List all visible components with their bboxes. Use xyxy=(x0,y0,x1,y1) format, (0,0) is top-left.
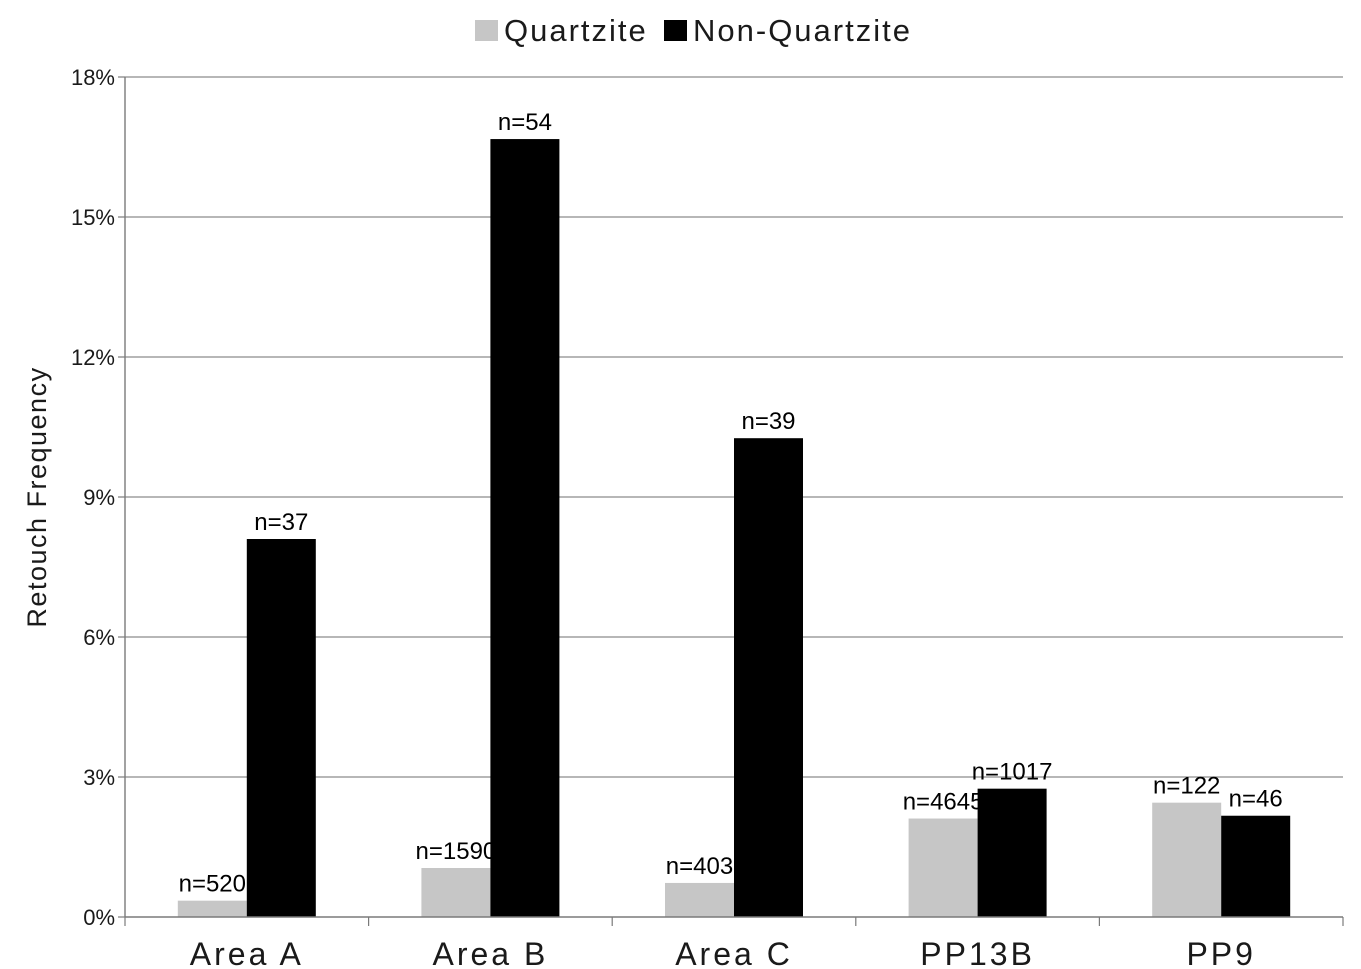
y-tick-label: 3% xyxy=(83,765,115,790)
x-axis-category-labels: Area A Area B Area C PP13B PP9 xyxy=(190,936,1255,969)
x-category-label: Area C xyxy=(675,936,793,969)
y-tick-label: 0% xyxy=(83,905,115,930)
y-tick-label: 18% xyxy=(71,65,115,90)
y-axis-ticks: 0% 3% 6% 9% 12% 15% 18% xyxy=(71,65,125,930)
y-tick-label: 15% xyxy=(71,205,115,230)
legend-swatch-quartzite xyxy=(475,20,498,41)
bar-quartzite-1 xyxy=(421,868,491,917)
y-tick-label: 12% xyxy=(71,345,115,370)
x-category-label: Area A xyxy=(190,936,304,969)
bar-data-label: n=520 xyxy=(179,871,246,898)
bar-quartzite-4 xyxy=(1152,802,1222,917)
bar-data-label: n=37 xyxy=(254,509,308,536)
bars: n=520 n=1590 n=403 n=4645 n=122 n=37 n=54 n=39 n… xyxy=(177,109,1291,918)
bar-data-label: n=1590 xyxy=(416,838,497,865)
y-axis-title: Retouch Frequency xyxy=(22,366,52,627)
y-tick-label: 9% xyxy=(83,485,115,510)
x-category-label: PP13B xyxy=(920,936,1035,969)
axes xyxy=(124,77,1344,926)
x-category-label: PP9 xyxy=(1186,936,1255,969)
bar-non-quartzite-1 xyxy=(490,139,560,918)
legend: Quartzite Non-Quartzite xyxy=(475,13,912,48)
bar-data-label: n=122 xyxy=(1153,773,1220,800)
legend-label: Non-Quartzite xyxy=(693,13,912,48)
bar-data-label: n=39 xyxy=(741,408,795,435)
bar-non-quartzite-2 xyxy=(734,438,803,917)
bar-data-label: n=46 xyxy=(1229,786,1283,813)
y-tick-label: 6% xyxy=(83,625,115,650)
bar-quartzite-2 xyxy=(665,882,734,917)
bar-non-quartzite-4 xyxy=(1221,815,1291,917)
bar-data-label: n=1017 xyxy=(972,759,1053,786)
bar-data-label: n=4645 xyxy=(903,789,984,816)
x-category-label: Area B xyxy=(432,936,548,969)
bar-data-label: n=403 xyxy=(666,853,733,880)
bar-non-quartzite-3 xyxy=(977,788,1047,917)
bar-quartzite-0 xyxy=(177,900,247,917)
bar-data-label: n=54 xyxy=(498,109,552,136)
legend-swatch-non-quartzite xyxy=(664,20,687,41)
legend-label: Quartzite xyxy=(504,13,648,48)
bar-non-quartzite-0 xyxy=(246,539,316,917)
bar-quartzite-3 xyxy=(908,818,978,917)
